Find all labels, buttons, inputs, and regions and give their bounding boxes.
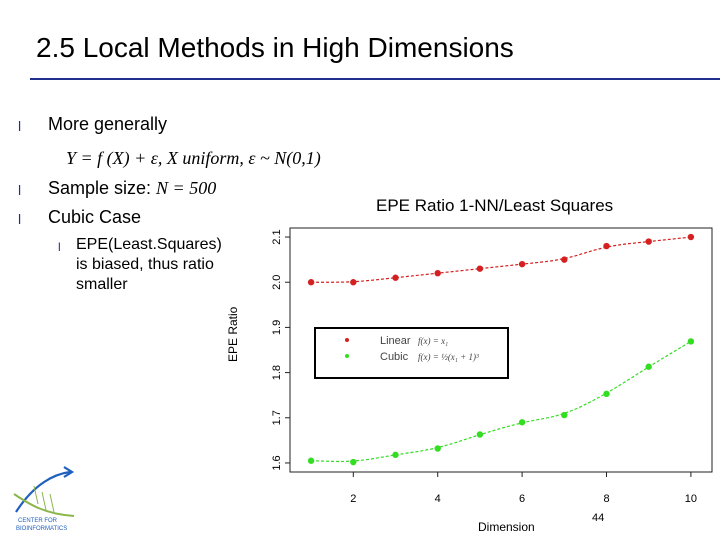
data-point-cubic — [392, 451, 399, 459]
bullet-marker: l — [18, 211, 22, 227]
x-tick-label: 2 — [350, 493, 356, 505]
sub-bullet-marker: l — [58, 240, 61, 254]
y-tick-label: 1.6 — [271, 455, 283, 470]
y-tick-label: 1.9 — [271, 320, 283, 335]
data-point-cubic — [518, 419, 526, 426]
bullet-marker: l — [18, 118, 22, 134]
x-tick-label: 6 — [519, 493, 525, 505]
x-axis-label: Dimension — [478, 520, 535, 534]
data-point-linear — [561, 256, 568, 263]
y-tick-label: 1.7 — [271, 410, 283, 425]
legend-label-linear: Linear — [380, 335, 411, 347]
logo-text-line-2: BIOINFORMATICS — [16, 526, 67, 532]
data-point-cubic — [645, 363, 652, 370]
model-equation: Y = f (X) + ε, X uniform, ε ~ N(0,1) — [66, 148, 321, 168]
data-point-cubic — [434, 445, 441, 452]
legend-formula-cubic: f(x) = ½(x₁ + 1)³ — [418, 352, 479, 362]
data-point-linear — [434, 269, 441, 277]
chart-title: EPE Ratio 1-NN/Least Squares — [376, 196, 614, 215]
logo-graphic: CENTER FOR BIOINFORMATICS — [13, 466, 75, 532]
data-point-linear — [307, 279, 315, 286]
data-point-linear — [687, 233, 695, 241]
data-point-cubic — [350, 458, 357, 466]
x-tick-label: 8 — [603, 493, 609, 505]
data-point-linear — [518, 260, 526, 268]
data-point-cubic — [603, 390, 610, 398]
x-tick-label: 10 — [685, 493, 697, 505]
legend-marker-linear — [345, 338, 349, 342]
data-point-linear — [645, 238, 652, 245]
legend-box — [314, 327, 509, 379]
bullet-sample-size: Sample size: N = 500 — [48, 178, 216, 199]
data-point-linear — [603, 242, 610, 250]
plot-frame — [289, 227, 713, 473]
data-point-linear — [350, 279, 357, 286]
y-tick-label: 1.8 — [271, 365, 283, 380]
data-point-linear — [476, 265, 484, 272]
y-tick-label: 2.1 — [271, 229, 283, 244]
data-point-cubic — [476, 431, 484, 438]
title-underline — [30, 78, 720, 80]
sample-size-value: N = 500 — [156, 178, 217, 198]
bullet-more-generally: More generally — [48, 114, 168, 134]
sub-bullet-line-3: smaller — [76, 276, 128, 293]
center-for-bioinformatics-logo: CENTER FOR BIOINFORMATICS — [4, 464, 104, 534]
legend-formula-linear: f(x) = x₁ — [418, 336, 448, 346]
bullet-cubic-case: Cubic Case — [48, 207, 142, 227]
legend-marker-cubic — [345, 354, 349, 358]
data-point-cubic — [561, 411, 568, 419]
x-tick-label: 4 — [435, 493, 441, 505]
sub-bullet-line-1: EPE(Least.Squares) — [76, 236, 222, 253]
series-line-linear — [311, 236, 691, 283]
slide-title: 2.5 Local Methods in High Dimensions — [36, 32, 514, 63]
data-point-linear — [392, 274, 399, 281]
data-point-cubic — [307, 457, 315, 464]
bullet-marker: l — [18, 182, 22, 198]
data-point-cubic — [687, 338, 695, 345]
page-number: 44 — [592, 512, 605, 524]
sub-bullet-line-2: is biased, thus ratio — [76, 256, 214, 273]
legend-label-cubic: Cubic — [380, 351, 409, 363]
sample-size-label: Sample size: — [48, 178, 157, 198]
logo-text-line-1: CENTER FOR — [18, 518, 58, 524]
y-tick-label: 2.0 — [271, 275, 283, 290]
series-line-cubic — [311, 340, 692, 463]
